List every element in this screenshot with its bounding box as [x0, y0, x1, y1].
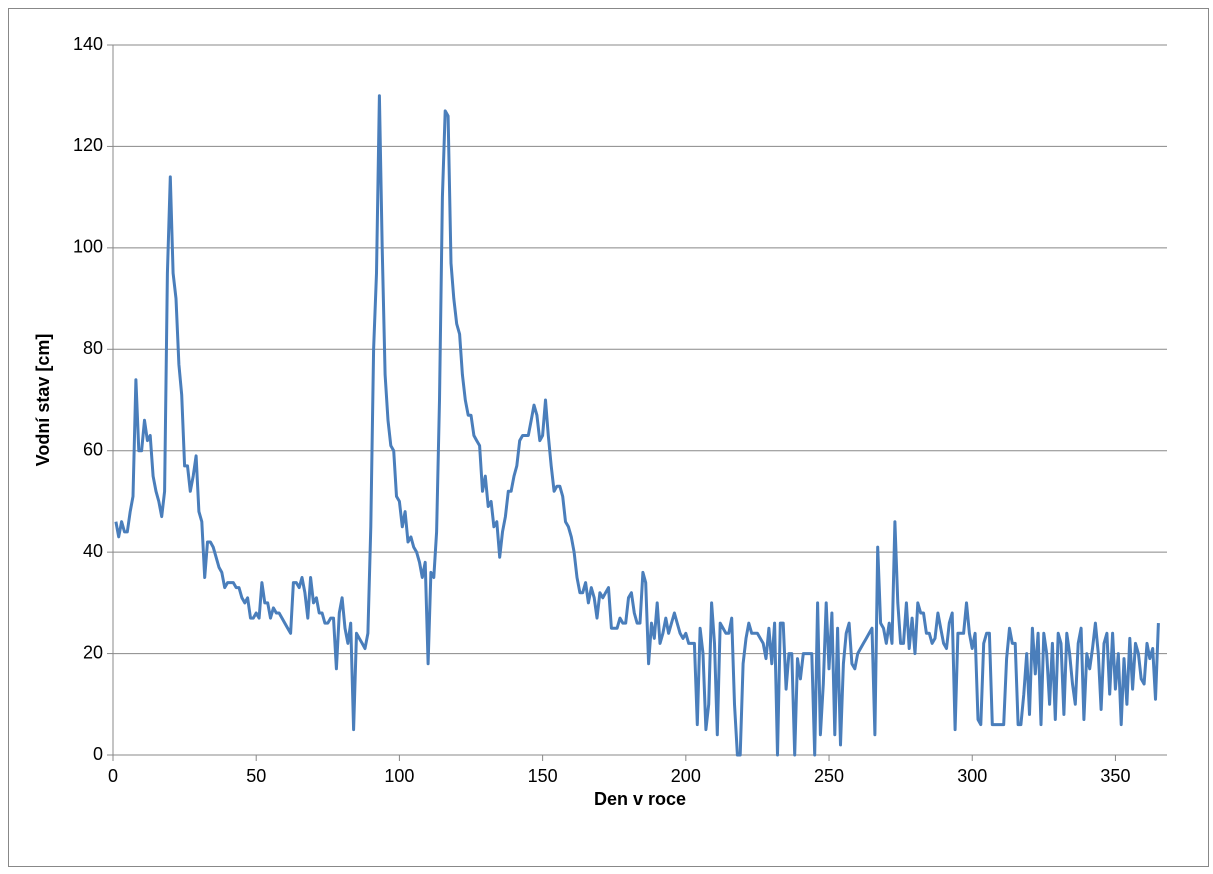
- y-axis-label: Vodní stav [cm]: [33, 334, 53, 467]
- y-tick-label: 60: [83, 439, 103, 459]
- x-tick-label: 100: [384, 766, 414, 786]
- data-line: [114, 94, 1160, 757]
- x-tick-label: 150: [528, 766, 558, 786]
- y-tick-label: 100: [73, 237, 103, 257]
- y-tick-label: 120: [73, 135, 103, 155]
- y-tick-label: 20: [83, 642, 103, 662]
- x-tick-label: 200: [671, 766, 701, 786]
- x-tick-label: 350: [1100, 766, 1130, 786]
- x-axis-label: Den v roce: [594, 789, 686, 809]
- x-tick-label: 0: [108, 766, 118, 786]
- y-tick-label: 80: [83, 338, 103, 358]
- chart-border: [8, 8, 1209, 867]
- y-tick-label: 140: [73, 34, 103, 54]
- x-tick-label: 250: [814, 766, 844, 786]
- x-tick-label: 50: [246, 766, 266, 786]
- y-tick-label: 40: [83, 541, 103, 561]
- y-tick-label: 0: [93, 744, 103, 764]
- x-tick-label: 300: [957, 766, 987, 786]
